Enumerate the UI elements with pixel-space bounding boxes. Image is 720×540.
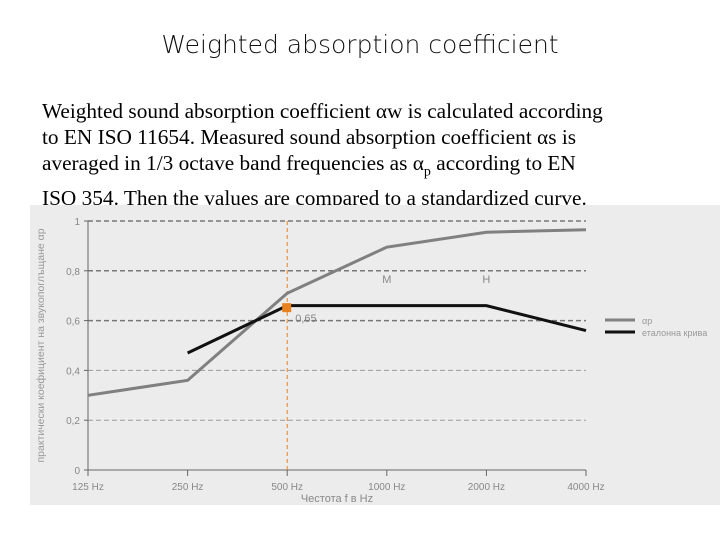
x-tick-label: 500 Hz bbox=[271, 482, 303, 493]
body-text: averaged in 1/3 octave band frequencies … bbox=[42, 151, 424, 175]
chart-svg: 0 0,2 0,4 0,6 0,8 1 125 Hz 250 Hz 500 Hz 1000 Hz 2… bbox=[35, 217, 707, 505]
y-tick-label: 0,2 bbox=[66, 416, 80, 427]
body-line: Weighted sound absorption coefficient αw… bbox=[42, 99, 603, 123]
y-axis-label: практически коефициент на звукопоглъщане… bbox=[35, 228, 47, 462]
marker-label: 0,65 bbox=[295, 313, 316, 325]
slide-title: Weighted absorption coefficient bbox=[161, 30, 559, 59]
annotation-label: H bbox=[482, 274, 490, 286]
body-line: averaged in 1/3 octave band frequencies … bbox=[42, 150, 712, 185]
x-axis-label: Честота f в Hz bbox=[301, 493, 373, 505]
y-tick-label: 0,8 bbox=[66, 267, 80, 278]
y-tick-label: 0,6 bbox=[66, 317, 80, 328]
body-subscript: p bbox=[423, 164, 431, 180]
x-tick-label: 4000 Hz bbox=[567, 482, 604, 493]
y-tick-label: 1 bbox=[74, 217, 80, 228]
x-tick-label: 250 Hz bbox=[172, 482, 204, 493]
body-text: according to EN bbox=[430, 151, 576, 175]
y-tick-label: 0,4 bbox=[66, 366, 80, 377]
legend-label: αp bbox=[642, 316, 652, 326]
body-line: to EN ISO 11654. Measured sound absorpti… bbox=[42, 125, 577, 149]
y-tick-label: 0 bbox=[74, 466, 80, 477]
marker-point bbox=[282, 303, 292, 313]
x-tick-label: 125 Hz bbox=[72, 482, 104, 493]
series-line-1 bbox=[186, 304, 587, 355]
annotation-label: M bbox=[382, 274, 391, 286]
slide-body: Weighted sound absorption coefficient αw… bbox=[42, 98, 712, 211]
x-tick-label: 1000 Hz bbox=[368, 482, 405, 493]
legend-label: еталонна крива bbox=[642, 328, 707, 338]
x-tick-label: 2000 Hz bbox=[468, 482, 505, 493]
absorption-chart: 0 0,2 0,4 0,6 0,8 1 125 Hz 250 Hz 500 Hz 1000 Hz 2… bbox=[30, 205, 720, 505]
series-line-0 bbox=[87, 228, 587, 397]
